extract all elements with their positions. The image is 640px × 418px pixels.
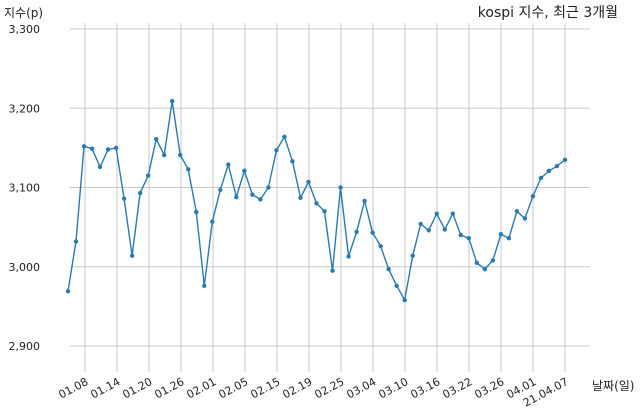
- data-point: [113, 145, 119, 151]
- data-point: [426, 228, 431, 233]
- data-point: [218, 187, 223, 193]
- data-point: [442, 227, 447, 232]
- data-point: [394, 283, 399, 288]
- data-point: [242, 168, 247, 174]
- data-point: [65, 289, 71, 294]
- chart-title: kospi 지수, 최근 3개월: [478, 5, 618, 21]
- data-point: [514, 209, 520, 214]
- data-point: [178, 152, 183, 158]
- data-point: [161, 152, 167, 158]
- data-point: [137, 190, 143, 196]
- data-point: [354, 229, 359, 235]
- y-tick-labels: 2,900 3,000 3,100 3,200 3,300: [9, 23, 41, 353]
- x-tick-label: 02.05: [216, 375, 250, 401]
- data-point: [378, 243, 383, 249]
- y-axis-label: 지수(p): [4, 6, 43, 20]
- x-tick-label: 02.19: [280, 375, 314, 401]
- data-point: [522, 216, 528, 221]
- data-point: [530, 194, 536, 199]
- data-point: [186, 167, 191, 172]
- data-point: [153, 136, 159, 142]
- x-tick-label: 03.22: [440, 375, 474, 401]
- x-tick-label: 03.04: [344, 375, 378, 401]
- series-kospi: [65, 98, 568, 303]
- data-point: [562, 157, 568, 162]
- x-tick-label: 01.14: [88, 375, 122, 401]
- data-point: [322, 209, 327, 214]
- x-tick-label: 02.15: [248, 375, 282, 401]
- data-point: [362, 198, 367, 204]
- data-point: [410, 253, 415, 258]
- data-point: [290, 159, 295, 164]
- x-tick-label: 03.10: [376, 375, 410, 401]
- data-point: [506, 236, 512, 241]
- data-point: [458, 232, 463, 238]
- y-tick-label: 3,300: [9, 23, 41, 36]
- x-axis-label: 날짜(일): [592, 379, 634, 393]
- x-tick-label: 01.20: [120, 375, 154, 401]
- data-point: [89, 146, 95, 151]
- data-point: [370, 230, 375, 235]
- data-point: [250, 192, 255, 197]
- y-gridlines: [70, 28, 590, 347]
- data-point: [274, 148, 279, 153]
- data-point: [129, 253, 135, 258]
- data-point: [498, 232, 504, 237]
- data-point: [105, 147, 111, 152]
- data-point: [145, 173, 151, 178]
- data-point: [554, 163, 560, 169]
- x-tick-label: 02.01: [184, 375, 218, 401]
- data-point: [314, 201, 319, 206]
- data-point: [386, 266, 391, 272]
- data-point: [450, 211, 455, 216]
- data-point: [474, 260, 480, 265]
- data-point: [298, 195, 303, 201]
- data-point: [234, 194, 239, 200]
- y-tick-label: 3,000: [9, 261, 41, 274]
- data-point: [81, 144, 87, 149]
- x-tick-label: 03.16: [408, 375, 442, 401]
- x-tick-labels: 01.0801.1401.2001.2602.0102.0502.1502.19…: [56, 375, 570, 409]
- data-point: [202, 283, 207, 288]
- data-point: [538, 175, 544, 181]
- data-point: [402, 297, 407, 303]
- y-tick-label: 3,100: [9, 182, 41, 195]
- data-point: [226, 162, 231, 167]
- data-point: [490, 258, 496, 263]
- data-point: [418, 221, 423, 227]
- x-tick-label: 01.08: [56, 375, 90, 401]
- y-tick-label: 2,900: [9, 340, 41, 353]
- data-point: [482, 266, 488, 272]
- data-point: [306, 179, 311, 185]
- data-point: [466, 236, 472, 241]
- data-point: [282, 134, 287, 139]
- data-point: [330, 268, 335, 273]
- x-tick-label: 01.26: [152, 375, 186, 401]
- data-point: [258, 197, 263, 202]
- data-point: [434, 211, 439, 216]
- x-tick-label: 02.25: [312, 375, 346, 401]
- data-point: [97, 164, 103, 170]
- data-point: [546, 168, 552, 174]
- data-point: [170, 98, 175, 104]
- series-line: [67, 100, 566, 303]
- y-tick-label: 3,200: [9, 102, 41, 115]
- data-point: [338, 185, 343, 190]
- x-tick-label: 03.26: [472, 375, 506, 401]
- data-point: [266, 185, 271, 190]
- x-gridlines: [84, 23, 566, 372]
- data-point: [73, 239, 79, 244]
- data-point: [121, 196, 127, 201]
- data-point: [210, 219, 215, 224]
- data-point: [346, 254, 351, 259]
- data-point: [194, 209, 199, 215]
